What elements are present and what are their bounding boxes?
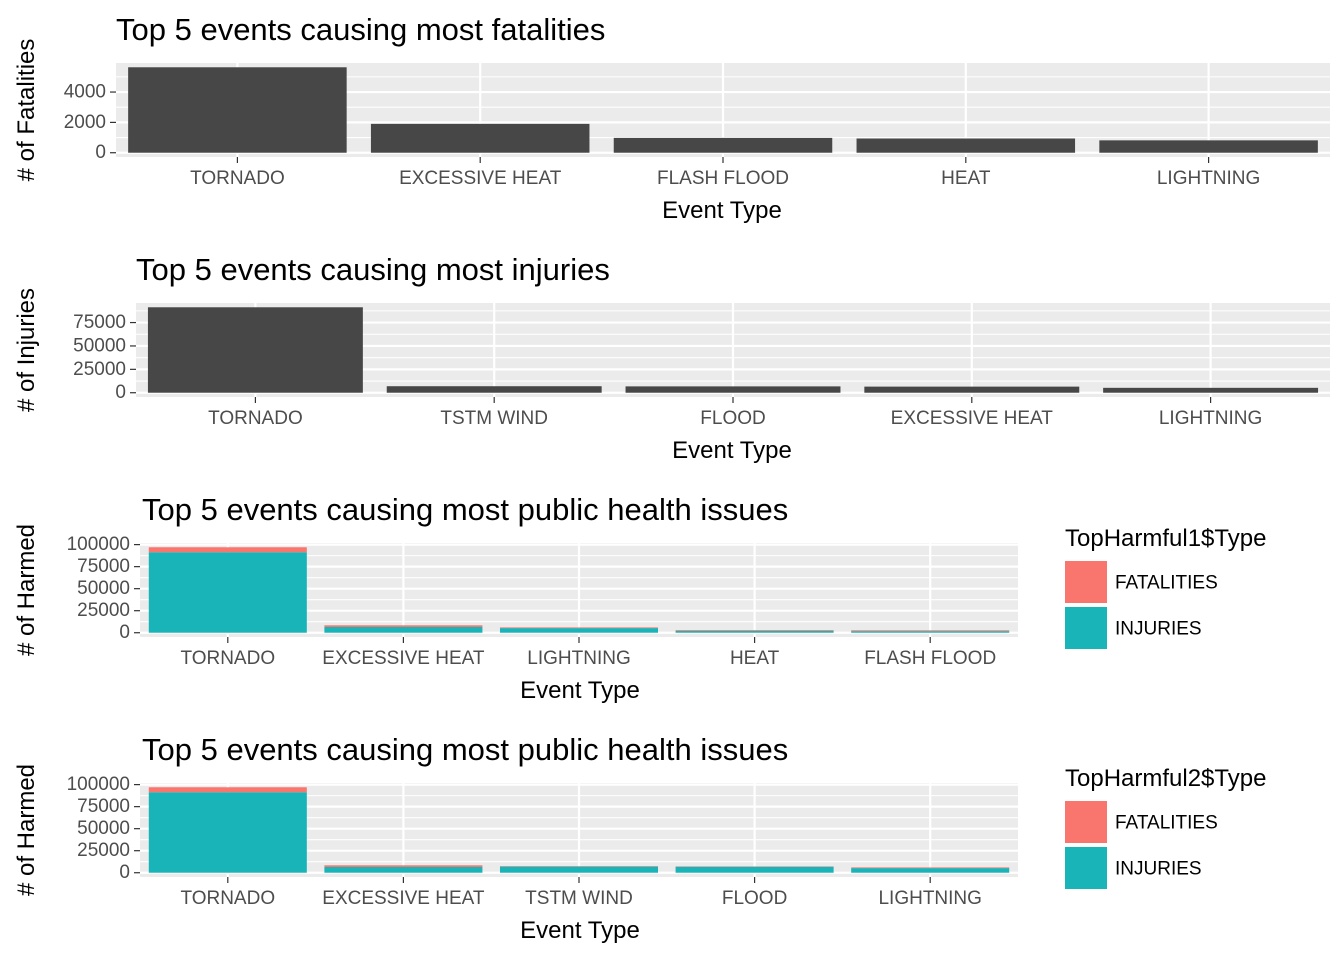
bar-segment-fatalities-tornado — [148, 547, 307, 553]
bar-excessive-heat — [370, 123, 590, 153]
bar-segment-injuries-flash-flood — [851, 631, 1010, 633]
y-axis-label: # of Fatalities — [13, 39, 40, 182]
chart-1: 0 2000 4000 TORNADO EXCESSIVE HEAT FLASH FLOO… — [13, 12, 1330, 224]
bar-segment-injuries-tstm-wind — [499, 866, 659, 873]
x-tick-label: TORNADO — [180, 648, 275, 669]
x-tick-label: TORNADO — [190, 168, 285, 189]
bar-lightning — [1099, 140, 1318, 153]
legend-title: TopHarmful1$Type — [1065, 525, 1266, 552]
bar-tstm-wind — [386, 386, 602, 393]
bar-segment-fatalities-excessive-heat — [324, 865, 483, 867]
bar-flash-flood — [613, 137, 833, 153]
y-tick-label: 0 — [95, 142, 106, 163]
x-axis-label: Event Type — [672, 437, 792, 464]
legend-key-fatalities — [1065, 561, 1107, 603]
x-axis-label: Event Type — [520, 677, 640, 704]
y-tick-label: 2000 — [64, 112, 106, 133]
x-axis-label: Event Type — [520, 917, 640, 944]
bar-tornado — [147, 307, 363, 393]
x-tick-label: TSTM WIND — [525, 888, 633, 909]
bar-segment-injuries-tornado — [148, 792, 307, 873]
bar-segment-fatalities-tornado — [148, 787, 307, 793]
bar-segment-injuries-flood — [675, 866, 834, 873]
x-tick-label: TSTM WIND — [440, 408, 548, 429]
y-tick-label: 25000 — [73, 359, 126, 380]
legend: TopHarmful1$Type FATALITIES INJURIES — [1065, 525, 1266, 649]
legend-label-injuries: INJURIES — [1115, 619, 1202, 640]
y-tick-label: 0 — [115, 382, 126, 403]
chart-title: Top 5 events causing most public health … — [142, 492, 788, 527]
x-tick-label: LIGHTNING — [527, 648, 630, 669]
bar-segment-injuries-heat — [675, 630, 834, 633]
chart-title: Top 5 events causing most public health … — [142, 732, 788, 767]
bar-segment-injuries-excessive-heat — [324, 626, 483, 633]
legend-title: TopHarmful2$Type — [1065, 765, 1266, 792]
x-axis-label: Event Type — [662, 197, 782, 224]
bar-segment-injuries-excessive-heat — [324, 866, 483, 873]
bar-segment-fatalities-excessive-heat — [324, 625, 483, 627]
y-tick-label: 0 — [119, 862, 130, 883]
bar-segment-fatalities-flash-flood — [851, 630, 1010, 632]
y-tick-label: 25000 — [77, 600, 130, 621]
y-tick-label: 25000 — [77, 840, 130, 861]
x-tick-label: FLOOD — [722, 888, 787, 909]
bar-excessive-heat — [864, 386, 1080, 393]
y-tick-label: 50000 — [77, 818, 130, 839]
y-tick-label: 100000 — [67, 534, 130, 555]
chart-title: Top 5 events causing most injuries — [136, 252, 610, 287]
y-tick-label: 50000 — [77, 578, 130, 599]
x-tick-label: HEAT — [730, 648, 780, 669]
y-tick-label: 100000 — [67, 774, 130, 795]
legend-label-fatalities: FATALITIES — [1115, 813, 1218, 834]
bar-segment-fatalities-lightning — [851, 867, 1010, 869]
x-tick-label: LIGHTNING — [878, 888, 981, 909]
y-tick-label: 0 — [119, 622, 130, 643]
legend-key-injuries — [1065, 607, 1107, 649]
y-tick-label: 75000 — [77, 556, 130, 577]
x-tick-label: EXCESSIVE HEAT — [891, 408, 1054, 429]
chart-title: Top 5 events causing most fatalities — [116, 12, 605, 47]
bar-segment-injuries-lightning — [499, 628, 659, 633]
bar-segment-injuries-tornado — [148, 552, 307, 633]
x-tick-label: TORNADO — [180, 888, 275, 909]
bar-tornado — [128, 67, 347, 153]
bar-segment-injuries-lightning — [851, 868, 1010, 873]
bar-heat — [856, 138, 1076, 153]
y-tick-label: 50000 — [73, 335, 126, 356]
x-tick-label: HEAT — [941, 168, 991, 189]
x-tick-label: EXCESSIVE HEAT — [322, 888, 485, 909]
bar-flood — [625, 386, 841, 393]
legend-key-fatalities — [1065, 801, 1107, 843]
x-tick-label: FLASH FLOOD — [864, 648, 996, 669]
x-tick-label: LIGHTNING — [1159, 408, 1262, 429]
legend-key-injuries — [1065, 847, 1107, 889]
x-tick-label: LIGHTNING — [1157, 168, 1260, 189]
y-tick-label: 4000 — [64, 82, 106, 103]
legend-label-injuries: INJURIES — [1115, 859, 1202, 880]
legend: TopHarmful2$Type FATALITIES INJURIES — [1065, 765, 1266, 889]
x-tick-label: FLOOD — [700, 408, 765, 429]
x-tick-label: FLASH FLOOD — [657, 168, 789, 189]
y-tick-label: 75000 — [73, 312, 126, 333]
legend-label-fatalities: FATALITIES — [1115, 573, 1218, 594]
bar-lightning — [1103, 387, 1319, 393]
x-tick-label: EXCESSIVE HEAT — [322, 648, 485, 669]
y-tick-label: 75000 — [77, 796, 130, 817]
x-tick-label: TORNADO — [208, 408, 303, 429]
bar-segment-fatalities-lightning — [499, 627, 659, 629]
y-axis-label: # of Harmed — [13, 524, 40, 656]
bar-segment-fatalities-heat — [675, 630, 834, 631]
y-axis-label: # of Injuries — [13, 288, 40, 412]
y-axis-label: # of Harmed — [13, 764, 40, 896]
x-tick-label: EXCESSIVE HEAT — [399, 168, 562, 189]
